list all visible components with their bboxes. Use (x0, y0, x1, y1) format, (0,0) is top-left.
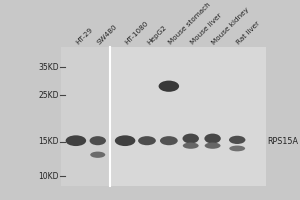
Ellipse shape (204, 134, 221, 143)
Text: Mouse liver: Mouse liver (189, 12, 223, 46)
Text: Mouse stomach: Mouse stomach (167, 1, 212, 46)
Bar (61, 47, 110, 186)
Text: 35KD: 35KD (38, 63, 59, 72)
Text: 15KD: 15KD (38, 137, 59, 146)
Ellipse shape (66, 135, 86, 146)
Text: Mouse kidney: Mouse kidney (211, 6, 251, 46)
Ellipse shape (90, 136, 106, 145)
Ellipse shape (205, 143, 220, 149)
Ellipse shape (138, 136, 156, 145)
Text: 25KD: 25KD (38, 91, 59, 100)
Ellipse shape (229, 146, 245, 151)
Ellipse shape (229, 136, 245, 144)
Text: Rat liver: Rat liver (236, 20, 261, 46)
Ellipse shape (90, 152, 105, 158)
Ellipse shape (115, 135, 135, 146)
Ellipse shape (182, 134, 199, 143)
Ellipse shape (159, 81, 179, 92)
Text: 10KD: 10KD (38, 172, 59, 181)
Text: RPS15A: RPS15A (267, 137, 298, 146)
Ellipse shape (160, 136, 178, 145)
Text: SW480: SW480 (96, 23, 119, 46)
Bar (110, 47, 266, 186)
Text: HT-1080: HT-1080 (124, 20, 149, 46)
Ellipse shape (183, 143, 199, 149)
Text: HT-29: HT-29 (74, 27, 94, 46)
Text: HepG2: HepG2 (146, 24, 167, 46)
